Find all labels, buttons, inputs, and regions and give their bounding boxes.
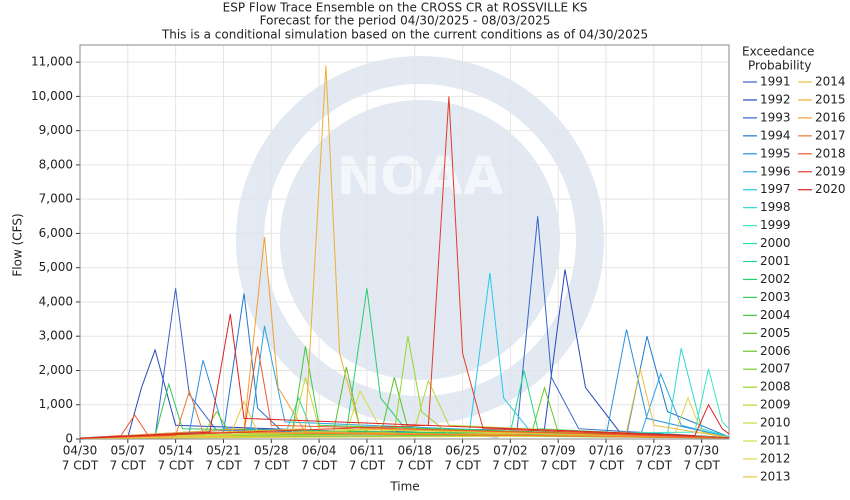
x-tick-sublabel: 7 CDT [301, 459, 338, 473]
y-tick-label: 2,000 [39, 363, 73, 377]
x-tick-sublabel: 7 CDT [636, 459, 673, 473]
legend-label: 2004 [760, 308, 791, 322]
x-tick-sublabel: 7 CDT [397, 459, 434, 473]
series-line [79, 396, 730, 439]
x-tick-label: 04/30 [63, 444, 98, 458]
x-tick-sublabel: 7 CDT [492, 459, 529, 473]
legend-label: 1992 [760, 92, 791, 106]
legend-label: 2013 [760, 469, 791, 483]
chart-title: ESP Flow Trace Ensemble on the CROSS CR … [223, 1, 588, 15]
legend-label: 2009 [760, 398, 791, 412]
y-tick-label: 11,000 [31, 55, 73, 69]
series-line [79, 313, 730, 439]
x-tick-sublabel: 7 CDT [349, 459, 386, 473]
y-tick-label: 1,000 [39, 397, 73, 411]
x-tick-sublabel: 7 CDT [157, 459, 194, 473]
legend-label: 2016 [815, 110, 846, 124]
legend-label: 2018 [815, 146, 846, 160]
x-tick-label: 06/25 [445, 444, 480, 458]
x-tick-sublabel: 7 CDT [253, 459, 290, 473]
y-tick-label: 7,000 [39, 192, 73, 206]
series-line [79, 96, 730, 439]
legend-label: 2012 [760, 451, 791, 465]
x-tick-sublabel: 7 CDT [62, 459, 99, 473]
x-tick-label: 07/16 [589, 444, 624, 458]
x-tick-label: 07/02 [493, 444, 528, 458]
watermark-disc [280, 100, 560, 380]
x-axis-label: Time [389, 480, 419, 494]
y-tick-label: 10,000 [31, 89, 73, 103]
legend-label: 1991 [760, 75, 791, 89]
x-tick-label: 05/21 [206, 444, 241, 458]
watermark-text: NOAA [337, 147, 504, 207]
x-tick-sublabel: 7 CDT [540, 459, 577, 473]
legend-label: 2011 [760, 434, 791, 448]
legend-label: 2001 [760, 254, 791, 268]
y-axis-label: Flow (CFS) [11, 213, 25, 276]
x-tick-sublabel: 7 CDT [205, 459, 242, 473]
x-tick-sublabel: 7 CDT [444, 459, 481, 473]
legend-label: 2005 [760, 326, 791, 340]
y-tick-label: 5,000 [39, 260, 73, 274]
legend-label: 1993 [760, 110, 791, 124]
x-tick-label: 07/09 [541, 444, 576, 458]
y-tick-label: 4,000 [39, 294, 73, 308]
legend-label: 1995 [760, 146, 791, 160]
plot-frame [79, 44, 730, 440]
legend-label: 2006 [760, 344, 791, 358]
legend-label: 2002 [760, 272, 791, 286]
x-tick-sublabel: 7 CDT [683, 459, 720, 473]
y-tick-label: 8,000 [39, 157, 73, 171]
legend-label: 1994 [760, 128, 791, 142]
x-tick-label: 05/07 [111, 444, 146, 458]
y-tick-label: 0 [65, 432, 73, 446]
legend-label: 2019 [815, 164, 846, 178]
x-tick-label: 07/23 [637, 444, 672, 458]
x-tick-label: 05/28 [254, 444, 289, 458]
legend-label: 2008 [760, 380, 791, 394]
x-tick-sublabel: 7 CDT [588, 459, 625, 473]
chart-subtitle: Forecast for the period 04/30/2025 - 08/… [260, 14, 551, 28]
x-tick-label: 07/30 [684, 444, 719, 458]
legend-label: 1996 [760, 164, 791, 178]
y-tick-label: 6,000 [39, 226, 73, 240]
legend-title: Probability [748, 59, 811, 73]
series-line [79, 325, 730, 439]
legend-label: 2015 [815, 92, 846, 106]
legend-title: Exceedance [742, 45, 814, 59]
legend-label: 2000 [760, 236, 791, 250]
x-tick-sublabel: 7 CDT [110, 459, 147, 473]
legend-label: 1997 [760, 182, 791, 196]
chart-note: This is a conditional simulation based o… [161, 28, 648, 42]
legend-label: 2003 [760, 290, 791, 304]
legend-label: 2020 [815, 182, 846, 196]
legend-label: 2017 [815, 128, 846, 142]
legend-label: 1998 [760, 200, 791, 214]
series-line [79, 65, 730, 439]
x-tick-label: 06/04 [302, 444, 337, 458]
legend-label: 2007 [760, 362, 791, 376]
legend-label: 1999 [760, 218, 791, 232]
x-tick-label: 06/11 [350, 444, 385, 458]
y-tick-label: 9,000 [39, 123, 73, 137]
series-line [79, 389, 730, 439]
x-tick-label: 05/14 [158, 444, 193, 458]
legend-label: 2010 [760, 416, 791, 430]
x-tick-label: 06/18 [397, 444, 432, 458]
y-tick-label: 3,000 [39, 329, 73, 343]
legend-label: 2014 [815, 75, 846, 89]
watermark-group [236, 56, 604, 424]
series-line [79, 236, 730, 439]
